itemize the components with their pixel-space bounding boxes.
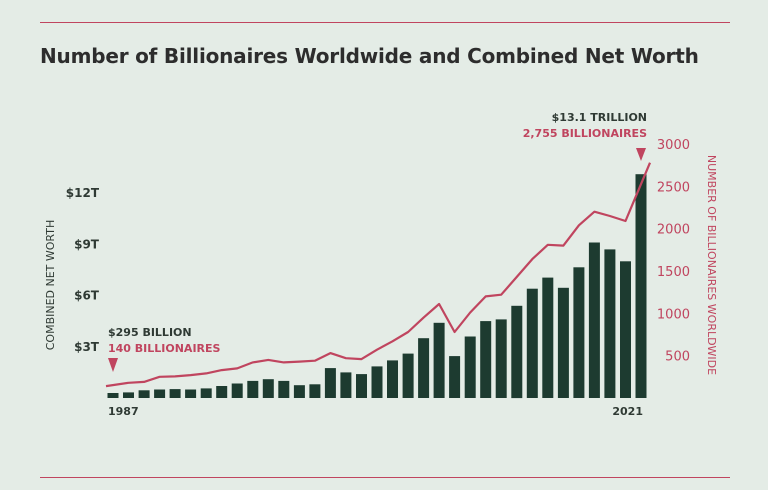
- bar-2005: [387, 360, 398, 398]
- y-left-tick-3: $3T: [74, 340, 100, 354]
- bar-2020: [620, 261, 631, 398]
- y-right-tick-3000: 3000: [657, 138, 690, 153]
- y-right-tick-2000: 2000: [657, 223, 690, 238]
- bar-1989: [138, 390, 150, 398]
- bar-1995: [231, 383, 243, 398]
- bar-1988: [123, 392, 134, 398]
- bar-1987: [107, 393, 119, 398]
- bar-2006: [402, 353, 414, 398]
- bar-2021: [635, 174, 647, 398]
- top-rule: [40, 22, 730, 23]
- bar-2013: [511, 305, 523, 399]
- billionaires-line: [105, 162, 652, 388]
- annotation-1987-arrow-icon: [108, 358, 118, 372]
- y-left-tick-6: $6T: [74, 289, 100, 303]
- bar-1997: [262, 379, 274, 398]
- bar-2018: [588, 242, 600, 398]
- bar-2002: [340, 372, 352, 398]
- y-right-tick-2500: 2500: [657, 180, 690, 195]
- bar-2016: [557, 287, 569, 398]
- bar-1998: [278, 380, 290, 398]
- bar-1992: [185, 389, 197, 398]
- bar-2008: [433, 322, 445, 398]
- y-axis-right-label: NUMBER OF BILLIONAIRES WORLDWIDE: [705, 155, 718, 375]
- bottom-rule: [40, 477, 730, 478]
- y-right-tick-1000: 1000: [657, 307, 690, 322]
- x-tick-2021: 2021: [612, 405, 643, 418]
- bar-2017: [573, 267, 585, 398]
- annotation-1987-networth: $295 BILLION: [108, 326, 192, 339]
- bar-1996: [247, 380, 259, 398]
- bar-2004: [371, 366, 383, 398]
- bar-2009: [449, 356, 461, 398]
- bar-2014: [526, 288, 538, 398]
- y-right-tick-500: 500: [665, 350, 690, 365]
- y-left-tick-9: $9T: [74, 237, 100, 251]
- y-left-tick-12: $12T: [66, 186, 100, 200]
- annotation-1987-count: 140 BILLIONAIRES: [108, 342, 221, 355]
- bar-1999: [293, 385, 305, 398]
- bar-2019: [604, 249, 616, 398]
- x-tick-1987: 1987: [108, 405, 139, 418]
- annotation-2021-count: 2,755 BILLIONAIRES: [523, 127, 647, 140]
- page-title: Number of Billionaires Worldwide and Com…: [40, 44, 699, 68]
- y-axis-left-label: COMBINED NET WORTH: [44, 220, 57, 351]
- bar-1990: [154, 389, 166, 398]
- bar-2010: [464, 336, 476, 398]
- bar-1993: [200, 388, 212, 398]
- bar-2001: [324, 368, 336, 398]
- bar-2015: [542, 277, 554, 398]
- annotation-2021-networth: $13.1 TRILLION: [552, 111, 647, 124]
- bar-2011: [480, 321, 492, 398]
- bar-1991: [169, 389, 181, 398]
- bar-2000: [309, 384, 321, 398]
- annotation-2021-arrow-icon: [636, 148, 646, 161]
- bar-2003: [356, 374, 367, 398]
- y-right-tick-1500: 1500: [657, 265, 690, 280]
- bar-2012: [495, 319, 507, 398]
- bar-2007: [418, 338, 430, 398]
- bar-1994: [216, 386, 228, 398]
